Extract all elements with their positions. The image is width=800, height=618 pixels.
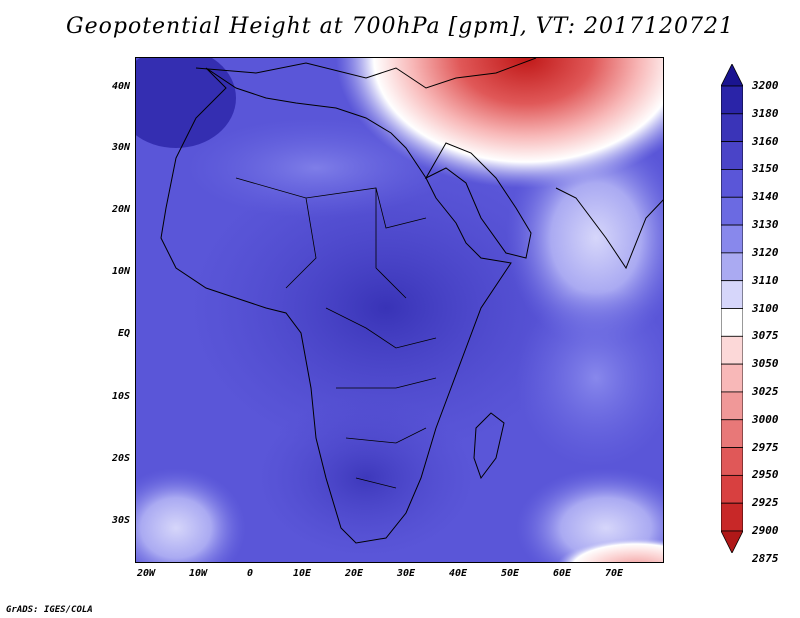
colorbar-label: 2975 — [752, 440, 779, 454]
colorbar-label: 3140 — [752, 190, 779, 204]
lat-label-20s: 20S — [111, 453, 130, 464]
coastline-africa — [160, 67, 512, 544]
colorbar-label: 3180 — [752, 106, 779, 120]
field-mid-sahara — [186, 118, 446, 218]
colorbar-segment — [721, 224, 743, 254]
lon-label-50e: 50E — [500, 568, 520, 579]
colorbar-segment — [721, 335, 743, 365]
colorbar-label: 3050 — [752, 357, 779, 371]
lon-label-10w: 10W — [188, 568, 208, 579]
colorbar-label: 3160 — [752, 134, 779, 148]
lat-label-40n: 40N — [111, 81, 130, 92]
colorbar-top-triangle — [721, 64, 743, 87]
colorbar — [721, 64, 743, 553]
colorbar-bottom-triangle — [721, 530, 743, 553]
colorbar-label: 3130 — [752, 218, 779, 232]
colorbar-segment — [721, 474, 743, 504]
colorbar-segment — [721, 169, 743, 198]
colorbar-label: 2925 — [752, 496, 779, 510]
field-dark-nw — [136, 58, 236, 148]
lon-label-40e: 40E — [448, 568, 468, 579]
colorbar-segment — [721, 363, 743, 393]
colorbar-segment — [721, 141, 743, 170]
colorbar-segment — [721, 419, 743, 448]
colorbar-segment — [721, 196, 743, 226]
lat-label-10s: 10S — [111, 391, 130, 402]
colorbar-segment — [721, 391, 743, 421]
colorbar-label: 3150 — [752, 162, 779, 176]
colorbar-label: 2900 — [752, 524, 779, 537]
coastline-madagascar — [473, 412, 505, 480]
map-svg — [136, 58, 663, 562]
field-low-north — [336, 58, 663, 188]
colorbar-segment — [721, 447, 743, 476]
lat-label-30n: 30N — [111, 142, 130, 153]
colorbar-label: 3025 — [752, 384, 779, 398]
country-borders — [235, 177, 437, 489]
coastline-europe — [195, 58, 537, 89]
field-dark-center — [186, 158, 586, 458]
colorbar-segment — [721, 502, 743, 532]
field-dark-south — [256, 398, 476, 558]
coastline-arabia — [424, 142, 532, 259]
colorbar-segment — [721, 252, 743, 282]
lon-label-20w: 20W — [136, 568, 156, 579]
lat-label-30s: 30S — [111, 515, 130, 526]
colorbar-segment — [721, 113, 743, 143]
lon-label-60e: 60E — [552, 568, 572, 579]
colorbar-segment — [721, 280, 743, 309]
credit-text: GrADS: IGES/COLA — [6, 605, 93, 615]
lon-label-30e: 30E — [396, 568, 416, 579]
colorbar-segment — [721, 308, 743, 337]
colorbar-label: 3000 — [752, 412, 779, 426]
map-panel — [135, 57, 664, 563]
lon-label-70e: 70E — [604, 568, 624, 579]
lat-label-eq: EQ — [117, 328, 130, 339]
lon-label-10e: 10E — [292, 568, 312, 579]
colorbar-label: 3110 — [752, 273, 779, 287]
colorbar-label: 3100 — [752, 301, 779, 315]
colorbar-label: 3200 — [752, 79, 779, 92]
field-mid-indian-ocean — [516, 288, 663, 468]
colorbar-label: 2950 — [752, 468, 779, 482]
chart-title: Geopotential Height at 700hPa [gpm], VT:… — [66, 14, 734, 39]
lon-label-20e: 20E — [344, 568, 364, 579]
lat-label-10n: 10N — [111, 266, 130, 277]
field-light-sw — [136, 468, 246, 562]
colorbar-label: 3075 — [752, 329, 779, 343]
coastline-india — [555, 187, 663, 270]
field-low-south — [557, 538, 663, 562]
lat-label-20n: 20N — [111, 204, 130, 215]
colorbar-label: 3120 — [752, 245, 779, 259]
colorbar-label: 2875 — [752, 551, 779, 565]
lon-label-0: 0 — [246, 568, 254, 579]
colorbar-segment — [721, 85, 743, 115]
